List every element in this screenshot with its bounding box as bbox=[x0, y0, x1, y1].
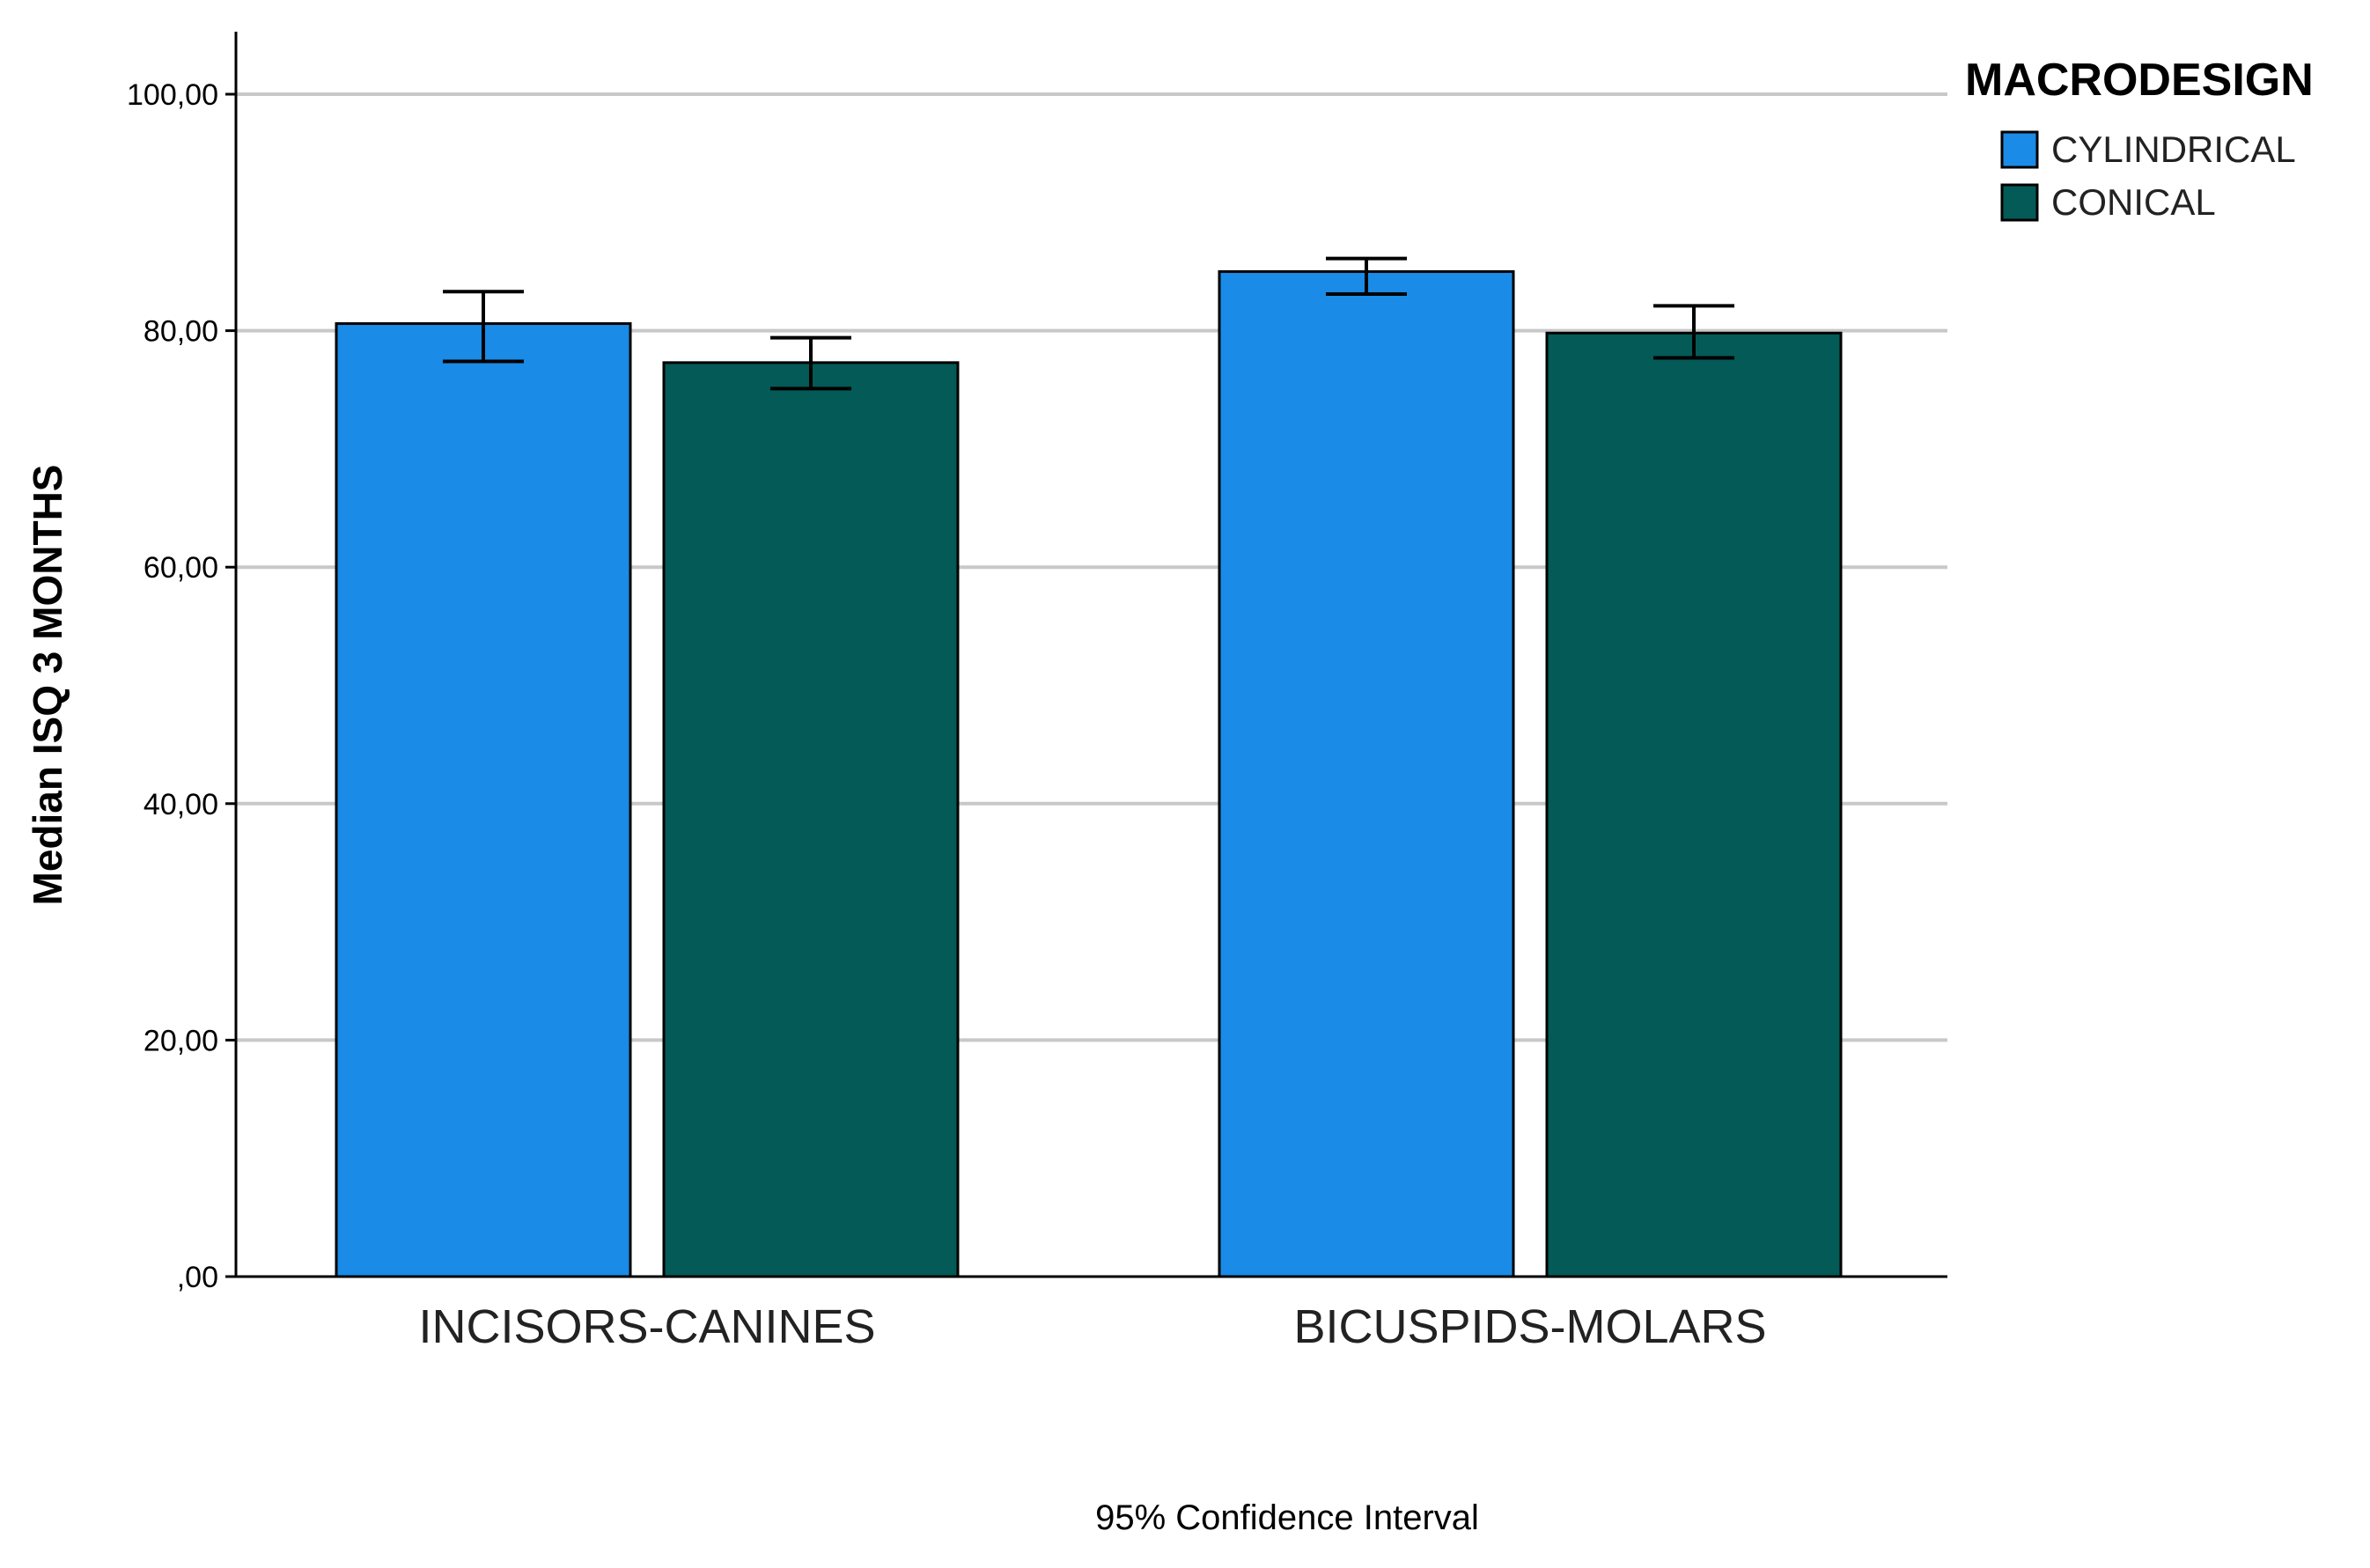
x-tick-label: BICUSPIDS-MOLARS bbox=[1293, 1300, 1766, 1353]
y-tick-labels: ,00 20,00 40,00 60,00 80,00 100,00 bbox=[127, 78, 236, 1294]
legend-label-cylindrical: CYLINDRICAL bbox=[2051, 129, 2296, 170]
bar-conical-2 bbox=[1545, 331, 1843, 1278]
bar-cylindrical-2 bbox=[1218, 269, 1515, 1278]
axes bbox=[234, 32, 1947, 1278]
y-tick-label: 100,00 bbox=[127, 78, 218, 112]
legend-title: MACRODESIGN bbox=[1965, 55, 2314, 106]
y-axis-title: Median ISQ 3 MONTHS bbox=[25, 465, 70, 906]
y-tick-label: 60,00 bbox=[144, 551, 218, 585]
legend-items: CYLINDRICAL CONICAL bbox=[2000, 129, 2296, 223]
bar-conical-1 bbox=[662, 361, 960, 1278]
legend-swatch-cylindrical bbox=[2000, 130, 2039, 169]
y-tick-label: 40,00 bbox=[144, 788, 218, 821]
x-axis-title: 95% Confidence Interval bbox=[1095, 1498, 1479, 1537]
bar-cylindrical-1 bbox=[335, 322, 632, 1278]
legend-swatch-conical bbox=[2000, 183, 2039, 222]
y-tick-label: 80,00 bbox=[144, 315, 218, 349]
x-tick-label: INCISORS-CANINES bbox=[418, 1300, 875, 1353]
x-tick-labels: INCISORS-CANINES BICUSPIDS-MOLARS bbox=[418, 1300, 1766, 1353]
y-tick-label: 20,00 bbox=[144, 1024, 218, 1057]
y-tick-label: ,00 bbox=[177, 1261, 218, 1294]
bars bbox=[335, 256, 1843, 1278]
legend-label-conical: CONICAL bbox=[2051, 181, 2216, 223]
legend: MACRODESIGN CYLINDRICAL CONICAL bbox=[1965, 55, 2314, 223]
